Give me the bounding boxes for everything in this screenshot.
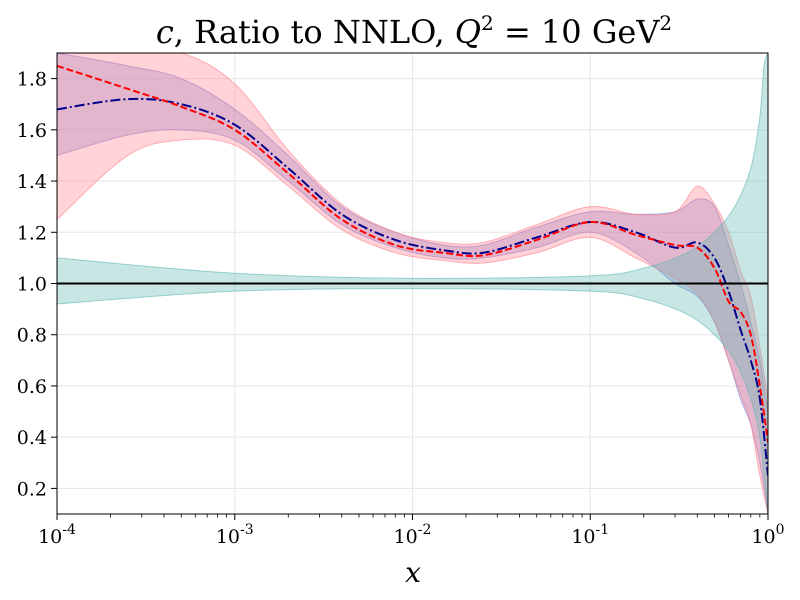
x-tick-label-1: 10-3 — [216, 522, 254, 548]
title-eq: = 10 GeV — [494, 13, 661, 51]
y-tick-label-6: 1.4 — [17, 171, 47, 193]
x-tick-label-4: 100 — [751, 522, 784, 548]
y-tick-label-5: 1.2 — [17, 222, 47, 244]
title-q: Q — [455, 13, 481, 51]
title-exp: 2 — [481, 11, 494, 35]
x-tick-label-2: 10-2 — [394, 522, 432, 548]
title-text: , Ratio to NNLO, — [174, 13, 455, 51]
series-line-0 — [57, 97, 768, 476]
title-var: c — [156, 13, 174, 51]
series-lines — [57, 64, 768, 476]
x-tick-label-0: 10-4 — [38, 522, 76, 548]
y-tick-label-1: 0.4 — [17, 427, 47, 449]
band-1 — [57, 53, 768, 514]
y-tick-label-2: 0.6 — [17, 376, 47, 398]
y-tick-label-7: 1.6 — [17, 120, 47, 142]
title-exp2: 2 — [659, 11, 672, 35]
series-line-1 — [57, 64, 768, 443]
chart-title: c, Ratio to NNLO, Q2 = 10 GeV2 — [156, 11, 672, 51]
y-tick-label-8: 1.8 — [17, 69, 47, 91]
axis-ticks: 0.2 0.4 0.6 0.8 1.0 1.2 1.4 1.6 1.8 10-4 10-3 10-2 1… — [17, 69, 785, 548]
y-tick-label-3: 0.8 — [17, 325, 47, 347]
y-tick-label-4: 1.0 — [17, 274, 47, 296]
x-tick-label-3: 10-1 — [571, 522, 609, 548]
x-axis-label: x — [405, 556, 421, 589]
y-tick-label-0: 0.2 — [17, 478, 47, 500]
